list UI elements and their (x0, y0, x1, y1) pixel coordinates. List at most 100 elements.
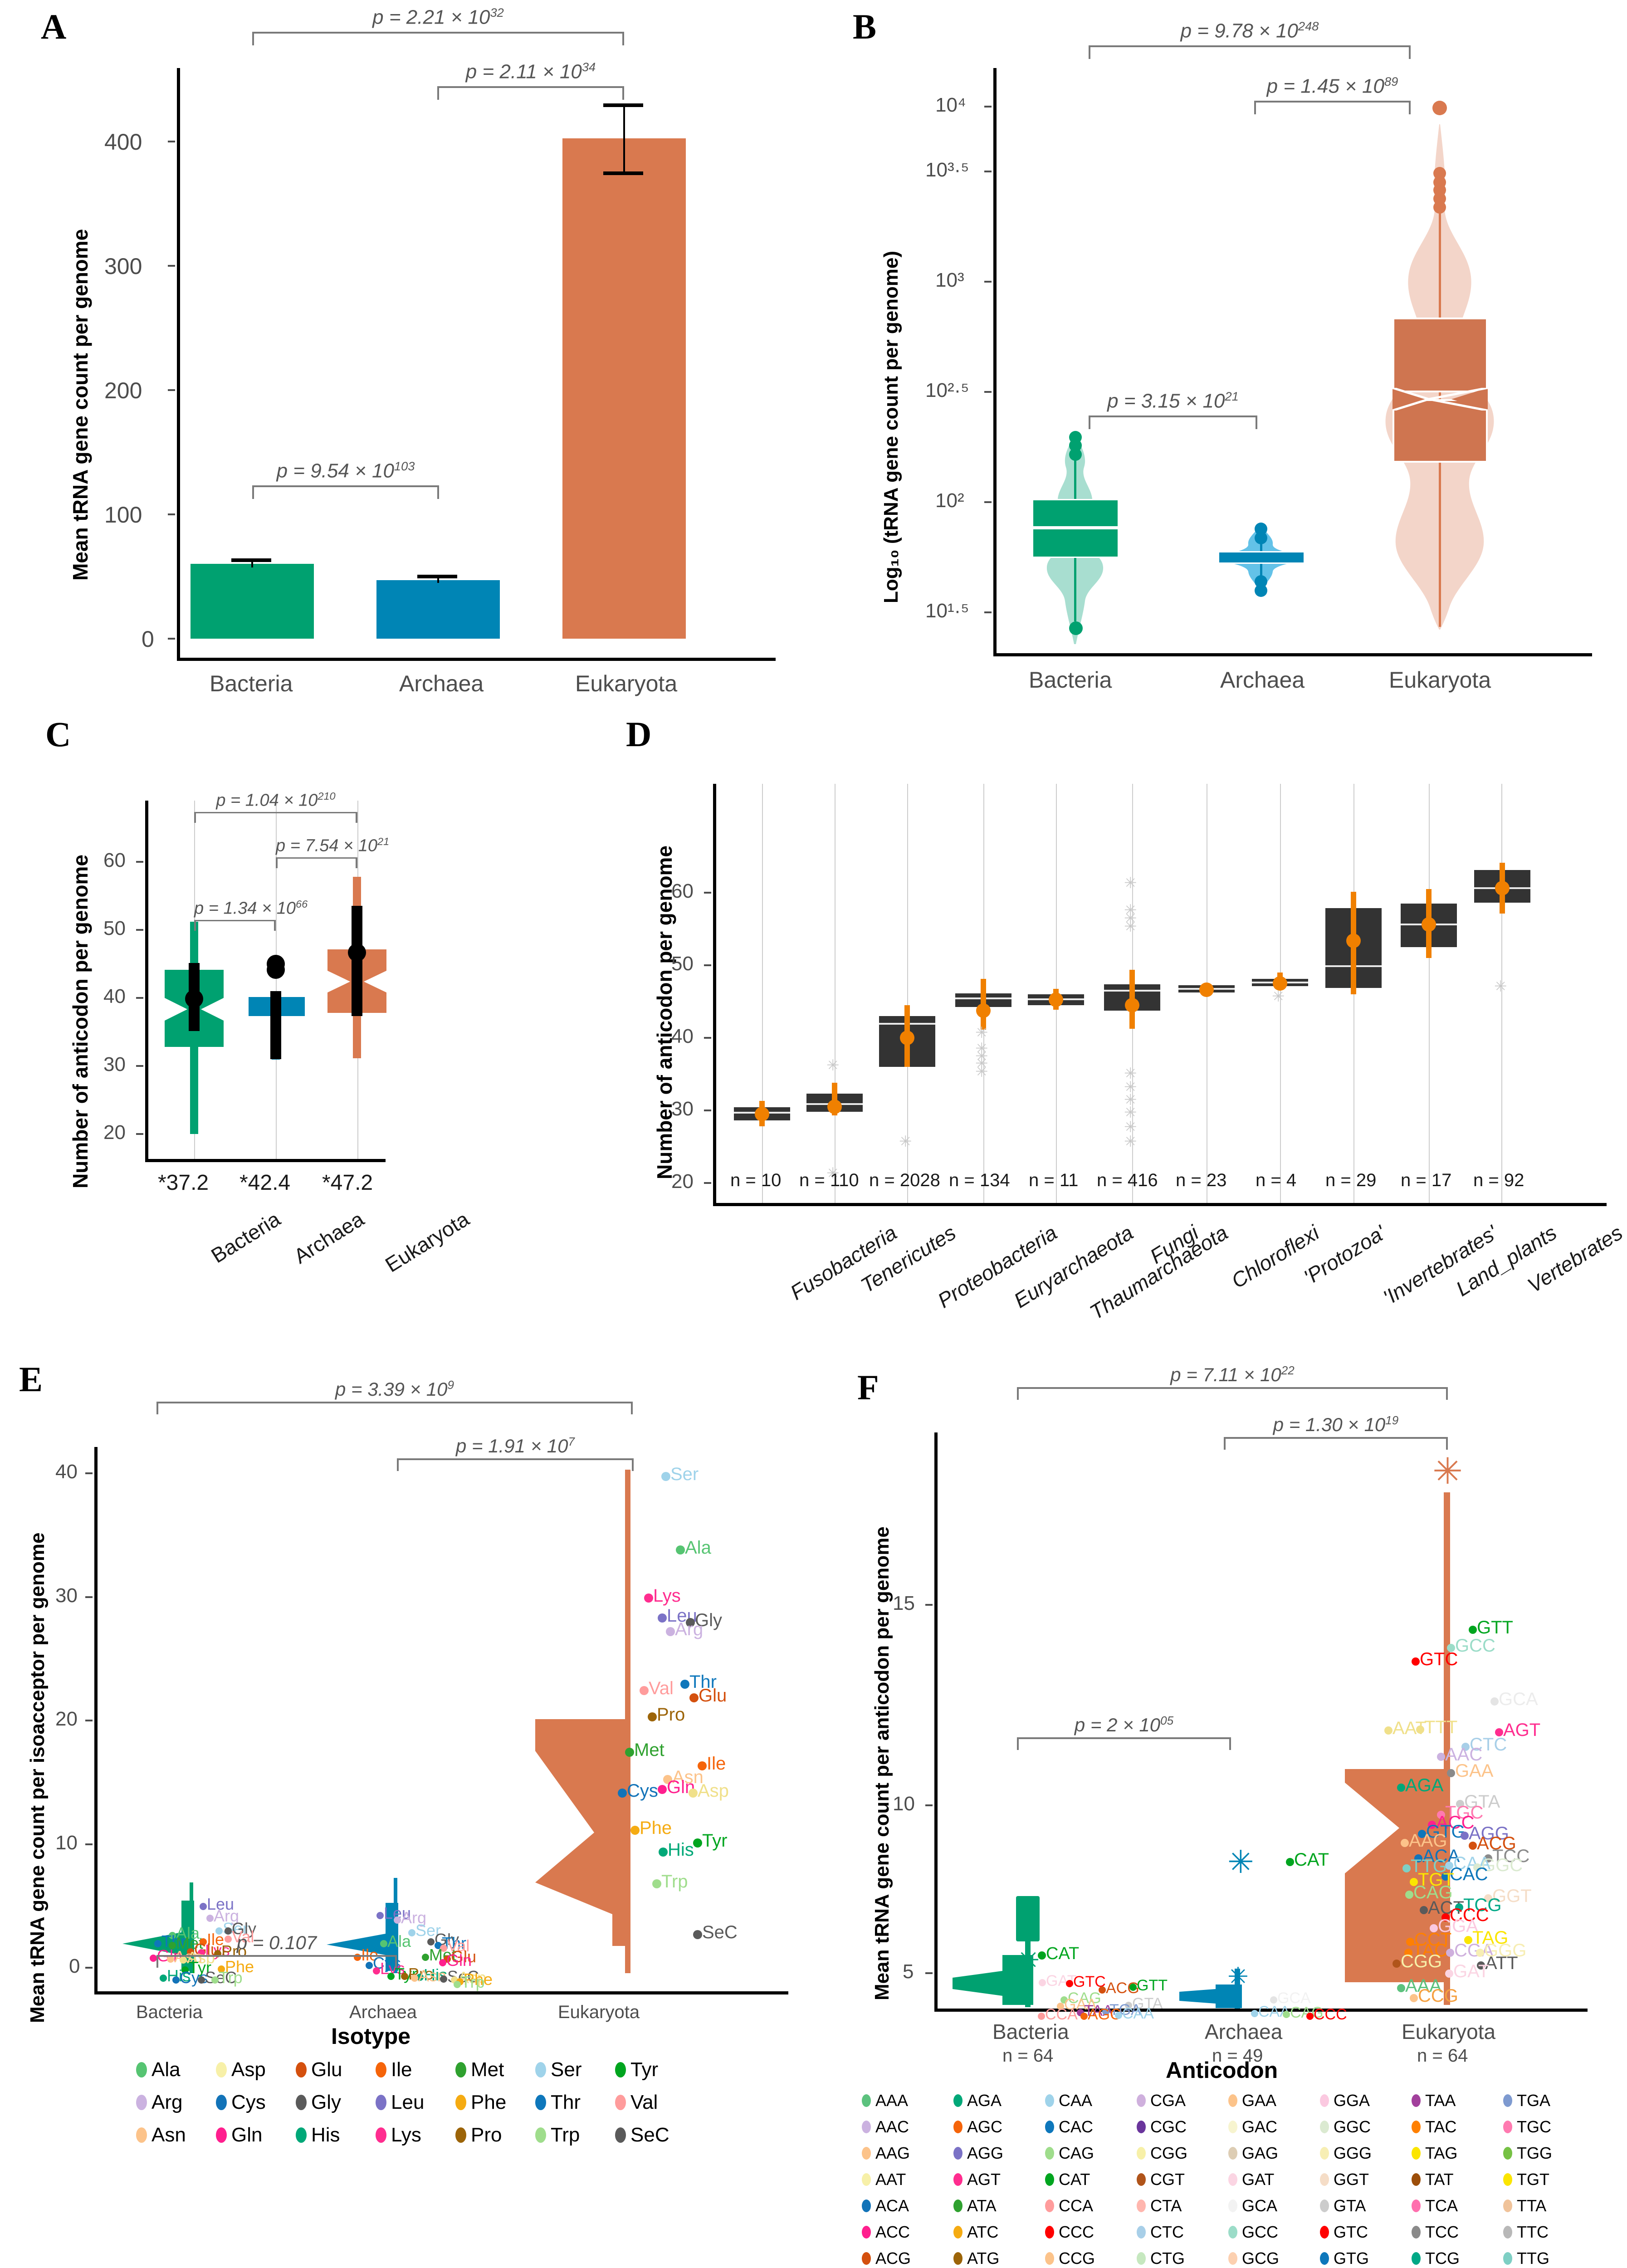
anticodon-legend-item-gta[interactable]: GTA (1320, 2196, 1366, 2215)
iso-point-arg-euk[interactable]: Arg (666, 1620, 703, 1638)
anticodon-legend-item-gaa[interactable]: GAA (1228, 2091, 1276, 2110)
iso-point-asp-bac[interactable]: Asp (180, 1950, 215, 1966)
anti-point-gtt-euk[interactable]: GTT (1469, 1618, 1513, 1637)
iso-point-ser-arc[interactable]: Ser (408, 1922, 441, 1939)
iso-point-met-arc[interactable]: Met (422, 1947, 456, 1963)
anti-point-cca-bac[interactable]: CCA (1038, 2007, 1078, 2022)
anticodon-legend-item-tca[interactable]: TCA (1412, 2196, 1458, 2215)
anticodon-legend-item-cat[interactable]: CAT (1045, 2170, 1090, 2189)
anti-point-tcc-euk[interactable]: TCC (1484, 1847, 1529, 1865)
anticodon-legend-item-cac[interactable]: CAC (1045, 2117, 1093, 2136)
anti-point-ttg-euk[interactable]: TTG (1402, 1857, 1447, 1875)
iso-point-his-bac[interactable]: His (160, 1968, 191, 1984)
iso-point-sec-euk[interactable]: SeC (693, 1923, 738, 1941)
anti-point-tcg-euk[interactable]: TCG (1455, 1896, 1501, 1914)
isotype-legend-item-his[interactable]: His (296, 2124, 340, 2146)
iso-point-asp-arc[interactable]: Asp (451, 1970, 486, 1986)
anticodon-legend-item-tga[interactable]: TGA (1503, 2091, 1550, 2110)
iso-point-ala-bac[interactable]: Ala (169, 1925, 200, 1941)
iso-point-asn-euk[interactable]: Asn (663, 1768, 704, 1786)
anti-point-aca-euk[interactable]: ACA (1414, 1847, 1460, 1865)
iso-point-val-euk[interactable]: Val (640, 1679, 674, 1697)
anticodon-legend-item-atg[interactable]: ATG (953, 2249, 999, 2268)
anticodon-legend-item-agc[interactable]: AGC (953, 2117, 1002, 2136)
bar-eukaryota[interactable] (562, 138, 686, 639)
iso-point-val-bac[interactable]: Val (225, 1929, 254, 1945)
anticodon-legend-item-gtg[interactable]: GTG (1320, 2249, 1369, 2268)
anti-point-tgc-euk[interactable]: TGC (1437, 1804, 1483, 1822)
isotype-legend-item-val[interactable]: Val (615, 2091, 658, 2114)
isotype-legend-item-gly[interactable]: Gly (296, 2091, 341, 2114)
iso-point-ala-arc[interactable]: Ala (380, 1933, 411, 1950)
isotype-legend-item-leu[interactable]: Leu (376, 2091, 424, 2114)
anti-point-ttt-euk[interactable]: TTT (1416, 1718, 1457, 1736)
bar-bacteria[interactable] (191, 564, 314, 639)
isotype-legend-item-thr[interactable]: Thr (535, 2091, 581, 2114)
anti-point-tag-euk[interactable]: TAG (1464, 1929, 1508, 1947)
iso-point-cys-euk[interactable]: Cys (618, 1782, 658, 1800)
iso-point-leu-euk[interactable]: Leu (658, 1607, 697, 1625)
anti-point-ctc-euk[interactable]: CTC (1461, 1735, 1507, 1754)
anticodon-legend-item-tta[interactable]: TTA (1503, 2196, 1546, 2215)
isotype-legend-item-glu[interactable]: Glu (296, 2058, 342, 2081)
iso-point-ile-euk[interactable]: Ile (698, 1755, 726, 1773)
iso-point-phe-euk[interactable]: Phe (630, 1819, 672, 1837)
isotype-legend-item-gln[interactable]: Gln (216, 2124, 262, 2146)
isotype-legend-item-ser[interactable]: Ser (535, 2058, 581, 2081)
anticodon-legend-item-taa[interactable]: TAA (1412, 2091, 1456, 2110)
iso-point-gly-euk[interactable]: Gly (686, 1611, 722, 1629)
anticodon-legend-item-gcc[interactable]: GCC (1228, 2223, 1278, 2242)
anticodon-legend-item-ggt[interactable]: GGT (1320, 2170, 1369, 2189)
iso-point-gly-bac[interactable]: Gly (225, 1921, 256, 1937)
anticodon-legend-item-tcc[interactable]: TCC (1412, 2223, 1459, 2242)
anticodon-legend-item-acg[interactable]: ACG (862, 2249, 911, 2268)
anticodon-legend-item-aga[interactable]: AGA (953, 2091, 1002, 2110)
anti-point-ccc-euk[interactable]: CCC (1441, 1906, 1489, 1924)
isotype-legend-item-pro[interactable]: Pro (455, 2124, 502, 2146)
anti-point-aag-euk[interactable]: AAG (1401, 1832, 1447, 1850)
anticodon-legend-item-ccg[interactable]: CCG (1045, 2249, 1095, 2268)
anticodon-legend-item-ata[interactable]: ATA (953, 2196, 997, 2215)
isotype-legend-item-ala[interactable]: Ala (136, 2058, 181, 2081)
anti-point-aaa-euk[interactable]: AAA (1397, 1977, 1441, 1995)
iso-point-glu-arc[interactable]: Glu (444, 1949, 476, 1965)
anticodon-legend-item-tac[interactable]: TAC (1412, 2117, 1456, 2136)
iso-point-phe-bac[interactable]: Phe (218, 1959, 254, 1975)
anticodon-legend-item-tgc[interactable]: TGC (1503, 2117, 1551, 2136)
anticodon-legend-item-ccc[interactable]: CCC (1045, 2223, 1094, 2242)
iso-point-leu-bac[interactable]: Leu (200, 1896, 234, 1912)
anti-point-gtt-bac[interactable]: GTT (1129, 1978, 1168, 1993)
anti-point-cat-bac[interactable]: CAT (1038, 1945, 1079, 1962)
iso-point-trp-arc[interactable]: Trp (454, 1974, 485, 1990)
anticodon-legend-item-aac[interactable]: AAC (862, 2117, 909, 2136)
iso-point-val-arc[interactable]: Val (440, 1938, 469, 1954)
anti-point-cat-arc[interactable]: CAT (1286, 1851, 1329, 1869)
iso-point-ala-euk[interactable]: Ala (676, 1539, 711, 1557)
isotype-legend-item-sec[interactable]: SeC (615, 2124, 669, 2146)
anticodon-legend-item-ctg[interactable]: CTG (1137, 2249, 1185, 2268)
anti-point-gaa-euk[interactable]: GAA (1447, 1762, 1493, 1780)
iso-point-ile-bac[interactable]: Ile (200, 1931, 224, 1948)
anti-point-ggt-euk[interactable]: GGT (1484, 1887, 1532, 1905)
iso-point-met-bac[interactable]: Met (169, 1935, 203, 1951)
anti-point-agg-euk[interactable]: AGG (1461, 1824, 1509, 1843)
anti-point-gga-euk[interactable]: GGA (1430, 1917, 1478, 1935)
anti-point-gtg-euk[interactable]: GTG (1418, 1823, 1466, 1841)
iso-point-lys-euk[interactable]: Lys (644, 1587, 681, 1605)
anti-point-agt-euk[interactable]: AGT (1495, 1721, 1540, 1739)
anti-point-cag-bac[interactable]: CAG (1060, 1990, 1101, 2006)
anticodon-legend-item-aag[interactable]: AAG (862, 2144, 910, 2163)
anticodon-legend-item-tgg[interactable]: TGG (1503, 2144, 1552, 2163)
anticodon-legend-item-agt[interactable]: AGT (953, 2170, 1001, 2189)
anti-point-gtc-euk[interactable]: GTC (1412, 1650, 1458, 1668)
anticodon-legend-item-cta[interactable]: CTA (1137, 2196, 1182, 2215)
anticodon-legend-item-caa[interactable]: CAA (1045, 2091, 1092, 2110)
anticodon-legend-item-ctc[interactable]: CTC (1137, 2223, 1184, 2242)
anticodon-legend-item-cca[interactable]: CCA (1045, 2196, 1093, 2215)
anti-point-cga-euk[interactable]: CGA (1446, 1941, 1494, 1960)
iso-point-gln-arc[interactable]: Gln (439, 1952, 472, 1969)
anti-point-gca-arc[interactable]: GCA (1270, 1990, 1311, 2006)
iso-point-tyr-euk[interactable]: Tyr (693, 1832, 728, 1850)
anticodon-legend-item-gac[interactable]: GAC (1228, 2117, 1277, 2136)
iso-point-met-euk[interactable]: Met (625, 1741, 664, 1759)
